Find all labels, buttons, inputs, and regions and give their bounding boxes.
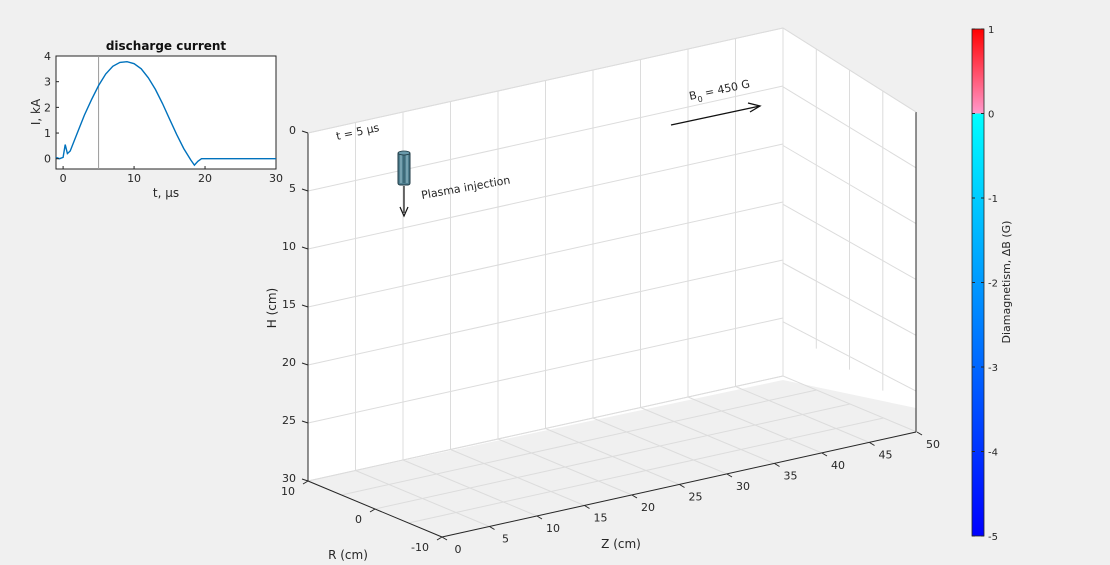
- z-tick-label: 35: [784, 470, 798, 483]
- h-tick-mark: [301, 304, 309, 308]
- inset-y-tick-label: 3: [44, 76, 51, 89]
- r-axis-label: R (cm): [328, 548, 368, 562]
- floor-grid-z: [341, 389, 817, 496]
- z-tick-label: 0: [455, 543, 462, 556]
- r-tick-label: -10: [411, 541, 429, 554]
- back-wall-grid-h: [307, 317, 784, 424]
- inset-x-tick-label: 30: [269, 172, 283, 185]
- back-wall-grid-h: [307, 259, 784, 366]
- z-tick-mark: [631, 494, 638, 499]
- 3d-axes: 0 5 10 15 20 25 30 10 0 -10 0 5 10 15 20 25 30 35 40 45 50…: [265, 27, 940, 562]
- r-tick-mark: [369, 508, 376, 513]
- colorbar-tick-label: -2: [988, 279, 998, 290]
- injection-arrow-icon: [399, 186, 409, 218]
- z-tick-label: 45: [879, 449, 893, 462]
- h-tick-label: 25: [282, 414, 296, 427]
- colorbar-tick-label: -3: [988, 363, 998, 374]
- h-tick-label: 5: [289, 182, 296, 195]
- z-tick-mark: [679, 484, 685, 488]
- current-series-line: [55, 60, 276, 167]
- h-tick-mark: [301, 420, 309, 424]
- r-tick-mark: [302, 480, 309, 485]
- z-axis-label: Z (cm): [601, 537, 641, 551]
- colorbar: 1 0 -1 -2 -3 -4 -5 Diamagnetism, ΔB (G): [971, 25, 1013, 543]
- back-wall-grid-h: [307, 85, 784, 192]
- r-tick-mark: [436, 536, 443, 541]
- h-tick-mark: [301, 188, 309, 192]
- h-tick-mark: [301, 246, 309, 250]
- inset-chart: 0 10 20 30 0 1 2 3 4 discharge current t, μs I,…: [29, 39, 283, 200]
- b0-arrow-icon: [670, 102, 762, 126]
- inset-x-tick-label: 10: [127, 172, 141, 185]
- z-tick-mark: [441, 536, 448, 541]
- z-tick-mark: [536, 515, 543, 520]
- z-axis-ticks: 0 5 10 15 20 25 30 35 40 45 50: [441, 431, 940, 556]
- z-tick-mark: [774, 463, 780, 467]
- colorbar-tick-label: 0: [988, 110, 994, 121]
- colorbar-ticks: 1 0 -1 -2 -3 -4 -5: [972, 25, 998, 543]
- b0-subscript: 0: [697, 94, 704, 104]
- z-tick-label: 50: [926, 438, 940, 451]
- h-tick-mark: [301, 130, 309, 134]
- r-tick-label: 0: [355, 513, 362, 526]
- h-tick-label: 0: [289, 124, 296, 137]
- side-wall-grid-h: [782, 145, 917, 225]
- inset-x-tick-label: 0: [60, 172, 67, 185]
- inset-y-label: I, kA: [29, 98, 43, 125]
- side-wall-grid-h: [782, 86, 917, 169]
- z-tick-label: 25: [689, 491, 703, 504]
- h-tick-label: 15: [282, 298, 296, 311]
- r-axis-ticks: 10 0 -10: [281, 480, 443, 554]
- back-wall-grid-h: [307, 143, 784, 250]
- h-tick-label: 30: [282, 472, 296, 485]
- inset-title: discharge current: [106, 39, 227, 53]
- z-tick-mark: [869, 442, 875, 446]
- z-tick-label: 5: [502, 533, 509, 546]
- h-axis-label: H (cm): [265, 288, 279, 329]
- floor-grid-z: [307, 375, 784, 482]
- floor-grid-z: [408, 417, 884, 524]
- r-tick-label: 10: [281, 485, 295, 498]
- h-tick-label: 10: [282, 240, 296, 253]
- side-wall-grid-h: [782, 203, 917, 280]
- colorbar-tick-label: -4: [988, 448, 998, 459]
- z-tick-mark: [584, 505, 590, 509]
- plasma-gun-icon: [397, 150, 411, 186]
- inset-x-ticks: 0 10 20 30: [60, 166, 283, 185]
- floor-grid-z: [374, 403, 851, 510]
- colorbar-tick-label: -5: [988, 532, 998, 543]
- z-tick-mark: [726, 473, 733, 478]
- colorbar-tick-label: 1: [988, 25, 994, 36]
- z-tick-label: 20: [641, 501, 655, 514]
- side-wall-grid-h: [782, 262, 917, 336]
- z-tick-mark: [489, 526, 495, 530]
- inset-x-tick-label: 20: [198, 172, 212, 185]
- h-tick-label: 20: [282, 356, 296, 369]
- h-tick-mark: [301, 362, 309, 366]
- inset-x-label: t, μs: [153, 186, 179, 200]
- back-wall: [308, 28, 916, 481]
- inset-y-tick-label: 1: [44, 127, 51, 140]
- b0-symbol: B: [688, 89, 698, 103]
- inset-y-tick-label: 0: [44, 153, 51, 166]
- z-axis-line: [441, 431, 917, 538]
- inset-y-ticks: 0 1 2 3 4: [44, 50, 59, 166]
- z-tick-label: 40: [831, 459, 845, 472]
- inset-y-tick-label: 4: [44, 50, 51, 63]
- z-tick-label: 10: [546, 522, 560, 535]
- inset-y-tick-label: 2: [44, 101, 51, 114]
- z-tick-label: 30: [736, 480, 750, 493]
- h-axis-ticks: 0 5 10 15 20 25 30: [282, 124, 309, 485]
- top-edge-line: [307, 27, 917, 134]
- h-tick-mark: [301, 478, 309, 482]
- z-tick-label: 15: [594, 512, 608, 525]
- back-wall-grid-h: [307, 201, 784, 308]
- z-tick-mark: [916, 431, 923, 436]
- colorbar-label: Diamagnetism, ΔB (G): [1000, 221, 1013, 344]
- z-tick-mark: [821, 452, 828, 457]
- colorbar-tick-label: -1: [988, 194, 998, 205]
- side-wall-grid-h: [782, 321, 917, 392]
